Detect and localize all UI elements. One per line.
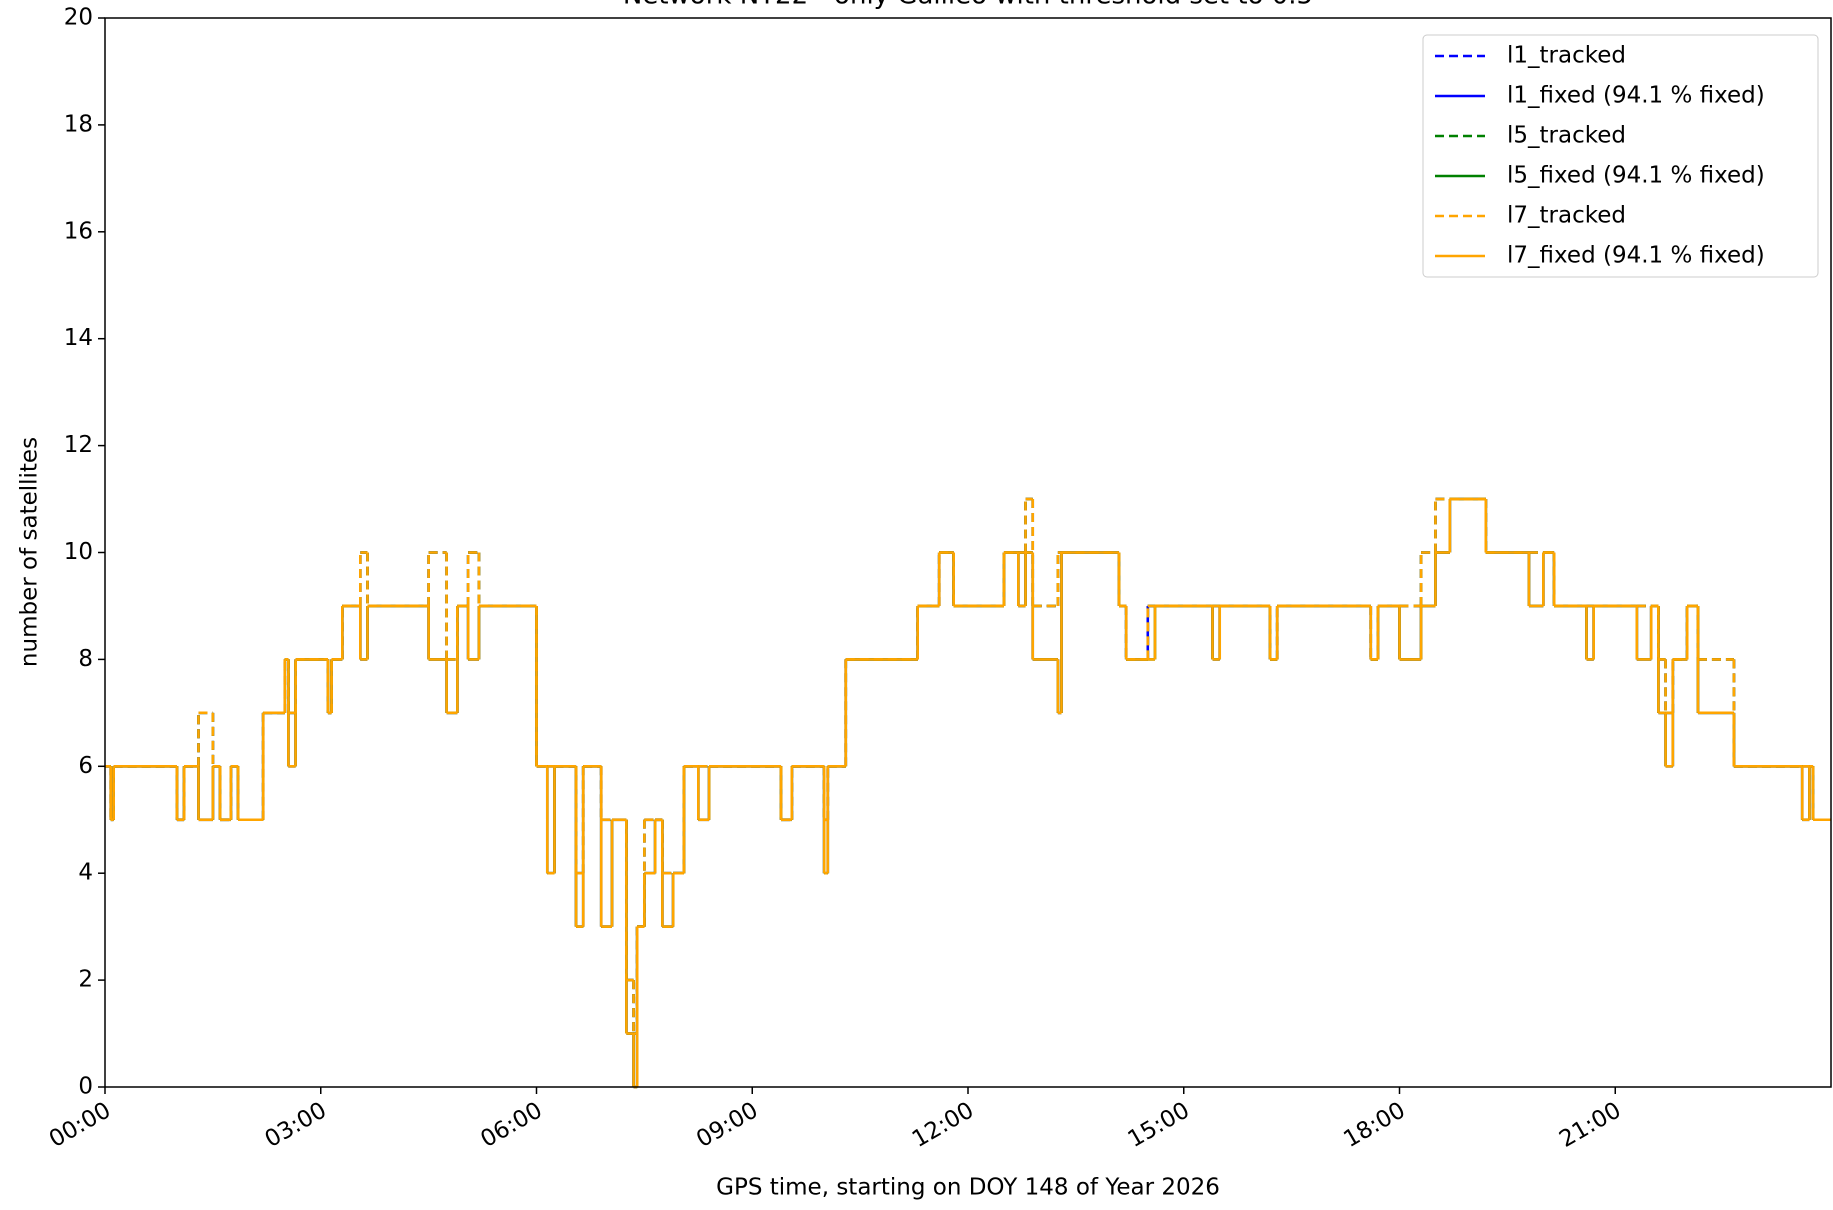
series bbox=[105, 497, 1831, 1089]
y-tick-label: 12 bbox=[64, 432, 93, 458]
legend-label: l1_fixed (94.1 % fixed) bbox=[1507, 83, 1765, 109]
y-tick-label: 4 bbox=[78, 860, 93, 886]
step-riser bbox=[109, 499, 1815, 1034]
x-tick-label: 21:00 bbox=[1555, 1097, 1625, 1153]
legend-label: l7_tracked bbox=[1507, 203, 1626, 229]
step-riser bbox=[109, 499, 1815, 1034]
x-tick-label: 18:00 bbox=[1339, 1097, 1409, 1153]
step-riser bbox=[109, 499, 1815, 1087]
series bbox=[105, 497, 1831, 1035]
series bbox=[105, 497, 1831, 1035]
series bbox=[105, 497, 1831, 1089]
legend-label: l5_fixed (94.1 % fixed) bbox=[1507, 163, 1765, 189]
plot-area bbox=[105, 497, 1831, 1089]
x-tick-label: 06:00 bbox=[476, 1097, 546, 1153]
step-riser bbox=[109, 499, 1815, 1034]
y-tick-label: 6 bbox=[78, 753, 93, 779]
y-tick-label: 14 bbox=[64, 325, 93, 351]
x-tick-label: 00:00 bbox=[45, 1097, 115, 1153]
x-tick-label: 12:00 bbox=[908, 1097, 978, 1153]
y-tick-label: 20 bbox=[64, 5, 93, 31]
x-axis-label: GPS time, starting on DOY 148 of Year 20… bbox=[716, 1175, 1220, 1201]
legend-label: l1_tracked bbox=[1507, 43, 1626, 69]
y-tick-label: 8 bbox=[78, 646, 93, 672]
y-tick-label: 18 bbox=[64, 111, 93, 137]
series bbox=[105, 497, 1831, 1089]
y-tick-label: 16 bbox=[64, 218, 93, 244]
y-tick-label: 2 bbox=[78, 967, 93, 993]
legend-label: l7_fixed (94.1 % fixed) bbox=[1507, 243, 1765, 269]
series bbox=[105, 497, 1831, 1035]
legend: l1_tracked l1_fixed (94.1 % fixed) l5_trac… bbox=[1422, 34, 1819, 278]
y-axis-label: number of satellites bbox=[17, 437, 43, 667]
legend-label: l5_tracked bbox=[1507, 123, 1626, 149]
chart-title: Network NT22 - only Galileo with thresho… bbox=[623, 0, 1313, 11]
x-tick-label: 09:00 bbox=[692, 1097, 762, 1153]
y-tick-label: 10 bbox=[64, 539, 93, 565]
y-tick-label: 0 bbox=[78, 1074, 93, 1100]
x-tick-label: 15:00 bbox=[1124, 1097, 1194, 1153]
legend-box bbox=[1422, 34, 1819, 278]
x-tick-label: 03:00 bbox=[261, 1097, 331, 1153]
